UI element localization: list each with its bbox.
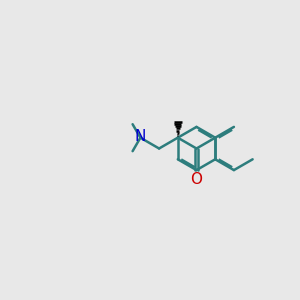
Text: N: N [135,129,146,144]
Text: O: O [190,172,202,188]
